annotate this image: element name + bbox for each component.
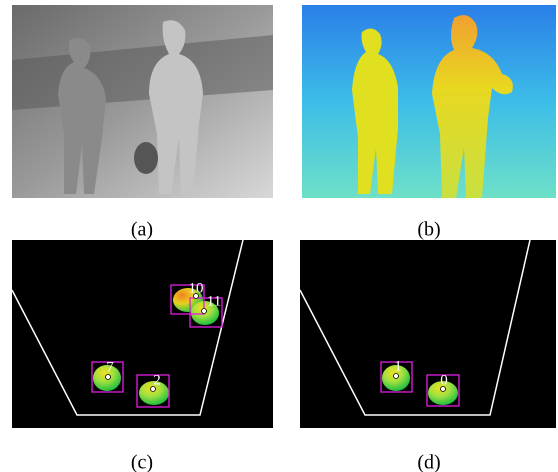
track-id: 11 [207, 293, 221, 309]
caption: (d) [417, 452, 440, 472]
track-id: 10 [189, 280, 204, 296]
depth-map [302, 5, 556, 198]
backpack [134, 142, 158, 174]
figure: (a) (b) 10 11 7 2 (c) [0, 0, 558, 472]
tracking-panel: 1 0 [300, 240, 556, 428]
centroid [202, 309, 207, 314]
track-id: 1 [394, 358, 402, 374]
tracking-panel: 10 11 7 2 [12, 240, 273, 428]
caption: (c) [131, 452, 153, 472]
caption: (b) [417, 219, 440, 241]
caption: (a) [131, 219, 153, 241]
track-id: 7 [106, 359, 114, 375]
panel-background [300, 240, 556, 428]
track-id: 0 [440, 372, 448, 388]
track-id: 2 [153, 372, 161, 388]
depth-panel [302, 5, 556, 198]
photo-panel [12, 5, 273, 198]
